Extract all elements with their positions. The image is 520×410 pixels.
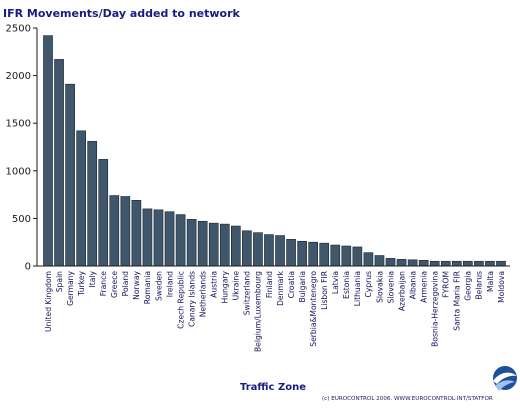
bar [65,83,75,267]
x-tick-label: Moldova [497,271,506,303]
x-tick-label: Turkey [77,271,86,297]
bar [164,211,175,267]
x-tick-label: Italy [88,271,97,288]
x-tick-label: Armenia [419,271,428,303]
bar [308,241,319,267]
x-tick-label: Latvia [331,271,340,294]
bar [474,260,484,267]
x-tick-label: Ukraine [232,271,241,301]
x-tick-label: Serbia&Montenegro [309,271,318,347]
x-tick-label: Slovakia [375,271,384,303]
bar [186,219,197,267]
x-tick-label: Albania [408,271,417,299]
x-tick-label: Azerbaijan [397,271,406,311]
x-tick-label: Lithuania [353,271,362,306]
bar [275,235,285,267]
x-tick-label: Canary Islands [187,271,196,327]
bar [142,208,153,267]
x-tick-label: Bulgaria [298,271,307,303]
x-tick-label: Denmark [276,270,285,306]
x-axis-label: Traffic Zone [240,382,306,393]
bar [131,200,142,267]
bar [496,260,506,267]
bar [463,260,473,267]
x-tick-label: Norway [132,270,141,299]
y-tick-label: 2500 [6,24,31,35]
bar [219,223,230,267]
bar [341,245,352,267]
bars [43,35,506,267]
bar [374,255,385,267]
eurocontrol-logo [493,366,517,391]
bar [43,35,53,267]
x-tick-label: Spain [55,271,64,292]
bar [264,234,274,267]
x-tick-label: Lisbon FIR [320,270,329,310]
x-tick-label: Slovenia [386,271,395,303]
x-tick-label: Germany [66,270,75,305]
bar [175,214,186,267]
x-tick-label: Hungary [221,271,230,304]
x-tick-label: Belarus [475,271,484,300]
x-tick-label: Greece [110,271,119,298]
x-tick-label: Georgia [464,271,473,301]
chart-title: IFR Movements/Day added to network [3,7,241,20]
x-tick-label: Finland [265,271,274,298]
x-tick-label: Santa Maria FIR [453,270,462,330]
bar [451,260,462,267]
x-tick-label: Belgium/Luxembourg [254,271,263,352]
bar [286,239,296,267]
x-tick-label: France [99,271,108,297]
x-tick-label: Bosnia-Herzegovina [431,271,440,347]
x-tick-label: Malta [486,271,495,292]
x-tick-label: Sweden [154,271,163,301]
bar [153,209,164,267]
y-axis: 0 500 1000 1500 2000 2500 [6,24,38,273]
bar [319,242,330,267]
bar [485,260,495,267]
copyright-credit: (c) EUROCONTROL 2006. WWW.EUROCONTROL.IN… [322,396,493,402]
y-tick-label: 1000 [6,166,31,177]
x-tick-label: FYROM [442,271,451,298]
bar [407,259,418,267]
x-tick-label: Croatia [287,271,296,298]
bar [231,225,241,267]
x-tick-label: Austria [210,271,219,298]
y-tick-label: 1500 [6,119,31,130]
y-tick-label: 500 [12,214,31,225]
x-tick-label: Switzerland [243,271,252,315]
y-tick-label: 2000 [6,71,31,82]
bar [385,258,396,267]
bar [418,259,429,267]
bar [429,260,440,267]
bar [197,220,208,267]
bar [352,246,363,267]
x-tick-label: Czech Republic [176,271,185,329]
bar [396,259,407,267]
bar [54,59,64,267]
bar [76,130,86,267]
x-tick-label: Cyprus [364,271,373,298]
bar [242,230,252,267]
x-tick-label: Romania [143,271,152,304]
x-tick-label: United Kingdom [44,271,53,332]
x-tick-label: Poland [121,271,130,297]
x-tick-label: Estonia [342,271,351,299]
bar [120,196,131,267]
x-tick-label: Netherlands [198,271,207,317]
bar [208,222,219,267]
x-tick-label: Ireland [165,271,174,297]
bar [98,159,109,267]
bar [109,195,120,267]
bar [253,232,263,267]
bar [297,240,307,267]
bar [440,260,451,267]
bar [87,140,98,267]
bar [330,244,341,267]
x-axis: United Kingdom Spain Germany Turkey Italy Fra… [37,265,510,352]
bar [363,252,374,267]
y-tick-label: 0 [25,262,31,273]
